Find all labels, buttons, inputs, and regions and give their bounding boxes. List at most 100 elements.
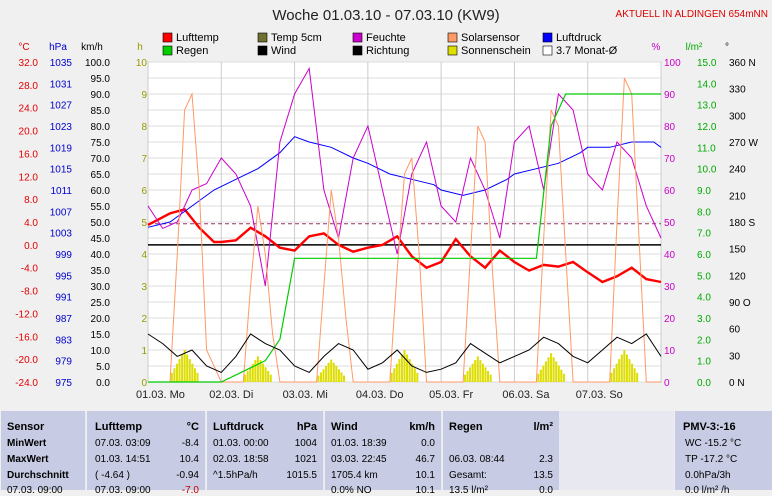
stats-luftdruck-max: 1021 <box>294 454 317 465</box>
stats-lufttemp-extra-time: 07.03. 09:00 <box>95 485 151 496</box>
stats-pmv-col: PMV-3:-16 WC -15.2 °C TP -17.2 °C 0.0hPa… <box>674 411 772 496</box>
stats-luftdruck-col: Luftdruck hPa 01.03. 00:00 1004 02.03. 1… <box>206 411 323 490</box>
sunshine-bar <box>186 354 189 382</box>
sunshine-bar <box>319 372 322 382</box>
sunshine-bar <box>469 367 472 382</box>
axis-tick-rain_lm2: 14.0 <box>697 79 717 90</box>
axis-tick-direction_deg: 330 <box>729 85 746 96</box>
sunshine-bar <box>560 369 563 382</box>
legend-label: Richtung <box>366 45 409 57</box>
axis-tick-rain_lm2: 0.0 <box>697 378 711 389</box>
sunshine-bar <box>325 366 328 382</box>
axis-unit-temp_c: °C <box>18 42 29 53</box>
stats-luftdruck-trend: ^1.5hPa/h <box>213 470 258 481</box>
axis-tick-rain_lm2: 9.0 <box>697 186 711 197</box>
axis-unit-sun_h: h <box>137 42 143 53</box>
sunshine-bar <box>393 368 396 382</box>
axis-tick-wind_kmh: 95.0 <box>91 74 111 85</box>
axis-tick-wind_kmh: 80.0 <box>91 122 111 133</box>
sunshine-bar <box>474 360 477 382</box>
axis-tick-wind_kmh: 0.0 <box>96 378 110 389</box>
sunshine-bar <box>259 360 262 382</box>
sunshine-bar <box>613 368 616 382</box>
series-line-solarsensor <box>148 77 661 383</box>
legend-swatch <box>257 32 268 43</box>
legend-swatch <box>352 45 363 56</box>
x-tick-label: 04.03. Do <box>356 389 404 401</box>
legend-label: Feuchte <box>366 32 406 44</box>
stats-wind-extra: 10.1 <box>415 485 435 496</box>
axis-tick-temp_c: -4.0 <box>21 264 39 275</box>
legend-swatch <box>162 45 173 56</box>
axis-tick-temp_c: -16.0 <box>15 332 38 343</box>
axis-tick-rain_lm2: 2.0 <box>697 335 711 346</box>
sunshine-bar <box>337 369 340 382</box>
stats-luftdruck-min-time: 01.03. 00:00 <box>213 438 269 449</box>
series-line-wind <box>147 333 662 374</box>
axis-tick-rain_lm2: 5.0 <box>697 271 711 282</box>
stats-wind-col: Wind km/h 01.03. 18:39 0.0 03.03. 22:45 … <box>324 411 441 496</box>
sunshine-bar <box>183 350 186 382</box>
stats-sensor-extra: 07.03. 09:00 <box>7 485 63 496</box>
stats-regen-unit: l/m² <box>533 421 553 433</box>
legend-label: Solarsensor <box>461 32 520 44</box>
stats-row-max-label: MaxWert <box>7 454 49 465</box>
axis-tick-sun_h: 3 <box>141 282 147 293</box>
stats-lufttemp-extra: -7.0 <box>181 485 199 496</box>
sunshine-bar <box>539 369 542 382</box>
sunshine-bar <box>555 361 558 382</box>
axis-tick-direction_deg: 30 <box>729 351 741 362</box>
legend-swatch <box>447 45 458 56</box>
axis-unit-rain_lm2: l/m² <box>686 42 703 53</box>
sunshine-bar <box>610 372 613 382</box>
stats-regen-max: 2.3 <box>539 454 553 465</box>
sunshine-bar <box>489 374 492 382</box>
sunshine-bar <box>335 366 338 382</box>
axis-tick-pressure_hpa: 1015 <box>50 165 73 176</box>
stats-wind-unit: km/h <box>409 421 435 433</box>
sunshine-bar <box>170 372 173 382</box>
axis-tick-humidity_pct: 40 <box>664 250 676 261</box>
axis-tick-humidity_pct: 20 <box>664 314 676 325</box>
series-line-lufttemp <box>147 208 662 284</box>
chart-title: Woche 01.03.10 - 07.03.10 (KW9) <box>272 7 499 24</box>
axis-unit-pressure_hpa: hPa <box>49 42 67 53</box>
legend-label: Luftdruck <box>556 32 602 44</box>
sunshine-bar <box>552 357 555 382</box>
sunshine-bar <box>537 373 540 382</box>
axis-tick-rain_lm2: 1.0 <box>697 357 711 368</box>
axis-tick-pressure_hpa: 983 <box>55 335 72 346</box>
legend-label: Regen <box>176 45 208 57</box>
x-tick-label: 05.03. Fr <box>429 389 473 401</box>
stats-wind-distance: 1705.4 km <box>331 470 378 481</box>
location-label: AKTUELL IN ALDINGEN 654mNN <box>616 9 768 20</box>
axis-tick-temp_c: 16.0 <box>19 149 39 160</box>
sunshine-bar <box>466 371 469 382</box>
sunshine-bar <box>246 371 249 382</box>
legend-swatch <box>447 32 458 43</box>
axis-tick-wind_kmh: 25.0 <box>91 298 111 309</box>
sunshine-bar <box>188 359 191 382</box>
sunshine-bar <box>628 359 631 382</box>
legend-swatch <box>542 45 553 56</box>
legend-label: Sonnenschein <box>461 45 531 57</box>
stats-wind-avg: 10.1 <box>415 470 435 481</box>
series-line-luftdruck <box>147 136 662 228</box>
axis-tick-wind_kmh: 70.0 <box>91 154 111 165</box>
axis-tick-sun_h: 8 <box>141 122 147 133</box>
stats-lufttemp-avg: -0.94 <box>176 470 199 481</box>
axis-tick-direction_deg: 60 <box>729 325 741 336</box>
stats-lufttemp-max: 10.4 <box>179 454 199 465</box>
axis-tick-pressure_hpa: 1007 <box>50 207 73 218</box>
sunshine-bar <box>557 365 560 382</box>
axis-tick-humidity_pct: 80 <box>664 122 676 133</box>
axis-tick-rain_lm2: 11.0 <box>697 143 716 154</box>
axis-unit-humidity_pct: % <box>652 42 661 53</box>
axis-tick-rain_lm2: 3.0 <box>697 314 711 325</box>
legend-label: Wind <box>271 45 296 57</box>
axis-tick-sun_h: 10 <box>136 58 148 69</box>
sunshine-bar <box>463 374 466 382</box>
axis-tick-temp_c: 4.0 <box>24 218 38 229</box>
sunshine-bar <box>193 368 196 382</box>
sunshine-bar <box>332 362 335 382</box>
